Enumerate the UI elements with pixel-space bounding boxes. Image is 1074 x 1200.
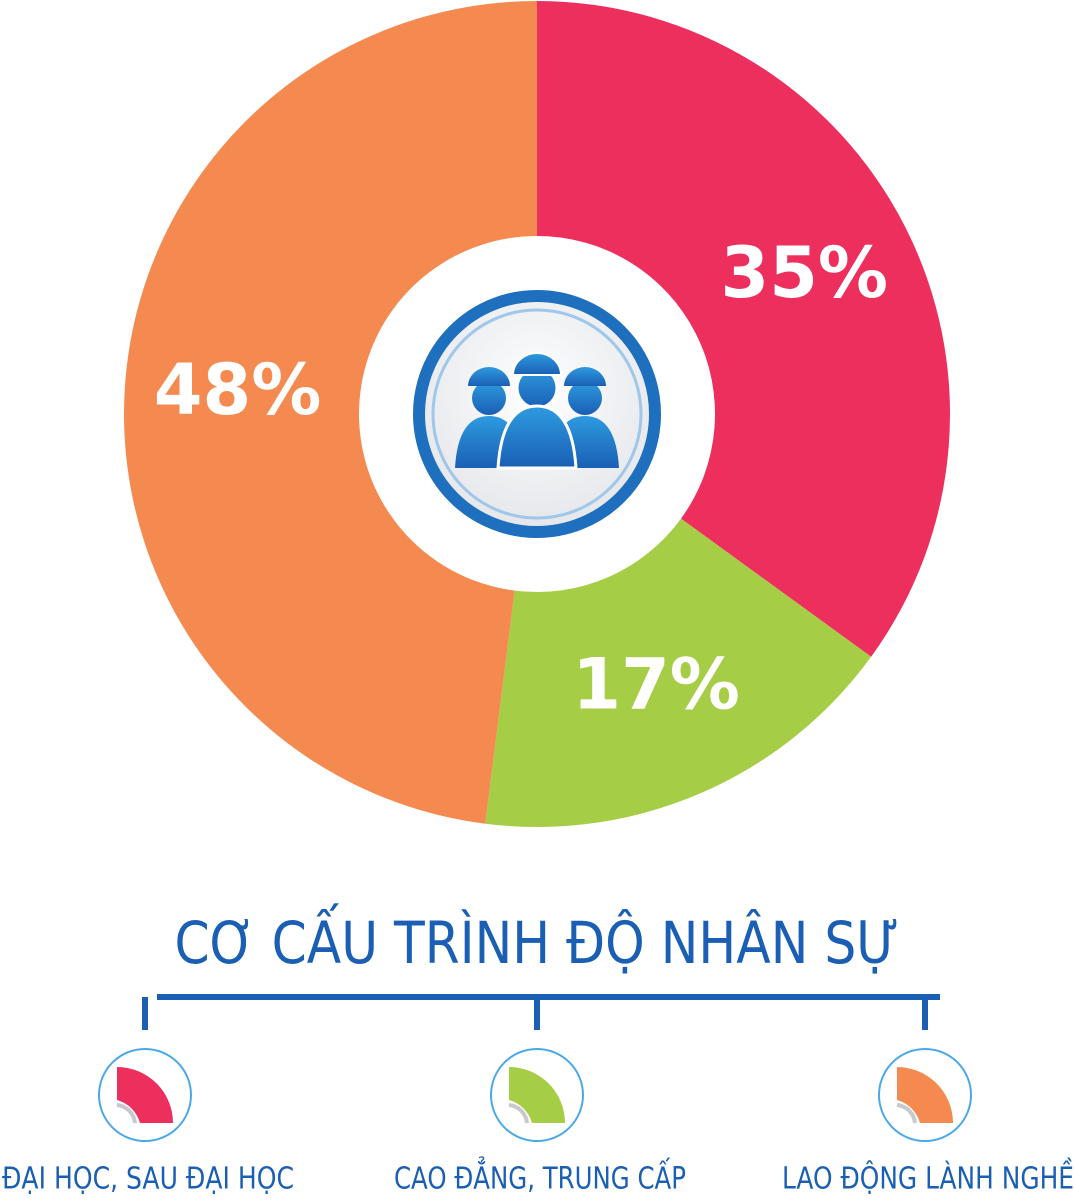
legend-swatch [897, 1067, 953, 1123]
legend: ĐẠI HỌC, SAU ĐẠI HỌC CAO ĐẲNG, TRUNG CẤP L… [2, 1048, 1074, 1197]
legend-label: ĐẠI HỌC, SAU ĐẠI HỌC [2, 1162, 294, 1197]
legend-swatch-edge [896, 1103, 917, 1124]
chart-title: CƠ CẤU TRÌNH ĐỘ NHÂN SỰ [175, 902, 900, 977]
legend-swatch-edge [508, 1103, 529, 1124]
value-label: 35% [721, 232, 889, 314]
icon-inner-ring [431, 308, 643, 520]
workers [455, 352, 619, 470]
legend-swatch [509, 1067, 565, 1123]
value-label: 17% [572, 643, 740, 725]
legend-swatch [117, 1067, 173, 1123]
legend-label: LAO ĐỘNG LÀNH NGHỀ [782, 1158, 1074, 1197]
value-label: 48% [154, 349, 322, 431]
legend-label: CAO ĐẲNG, TRUNG CẤP [394, 1156, 686, 1197]
center-icon [413, 290, 661, 538]
pie-slice [123, 0, 538, 824]
pie-slice [485, 518, 872, 827]
legend-bracket [142, 994, 940, 1030]
pie-slice [537, 1, 951, 657]
legend-swatch-edge [116, 1103, 137, 1124]
pie [123, 0, 951, 827]
